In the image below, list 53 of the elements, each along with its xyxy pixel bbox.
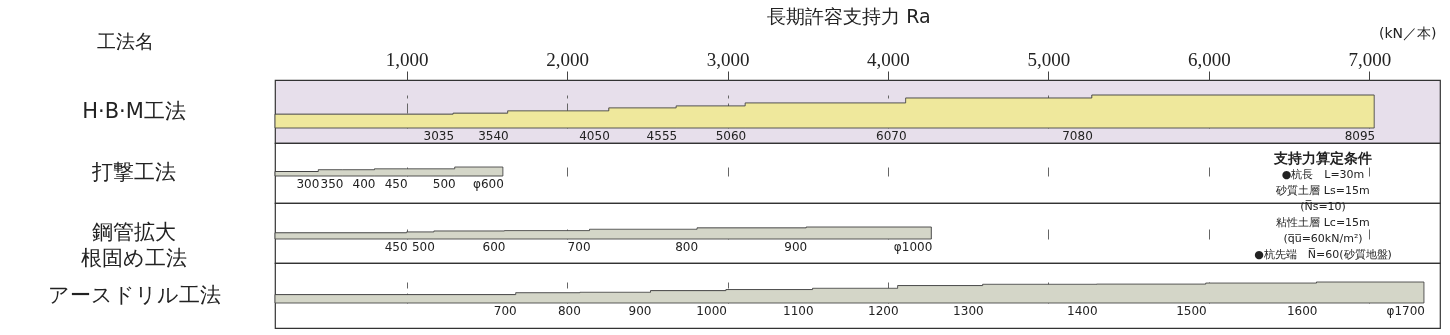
text: 600: [482, 240, 506, 254]
text: 支持力算定条件: [1273, 150, 1372, 166]
x-tick-label: 3,000: [706, 48, 750, 70]
y-axis-title: アースドリル工法: [47, 282, 221, 307]
text: 300: [296, 177, 320, 191]
annotation: ●杭長 L=30m: [1281, 168, 1365, 181]
text: ●杭先端 N̅=60(砂質地盤): [1254, 248, 1392, 261]
text: 3540: [478, 129, 509, 143]
x-tick-label: 6,000: [1188, 48, 1231, 70]
x-tick-label: 5,000: [1027, 48, 1071, 70]
text: 700: [493, 304, 517, 318]
x-axis-title: (kN／本): [1378, 24, 1437, 41]
text: 900: [628, 304, 652, 318]
text: 砂質土層 Ls=15m: [1275, 184, 1370, 197]
text: 4050: [579, 129, 610, 143]
text: (N̅s=10): [1300, 200, 1346, 213]
text: 1600: [1286, 304, 1318, 318]
x-tick-label: 7,000: [1348, 48, 1392, 70]
text: φ600: [473, 177, 504, 191]
y-axis-title: 打撃工法: [91, 160, 176, 184]
text: 1300: [953, 304, 984, 318]
annotation: (q̅u̅=60kN/m²): [1283, 232, 1363, 245]
y-axis-title: H·B·M工法: [82, 98, 186, 123]
x-tick-label: 2,000: [546, 48, 589, 70]
text: φ1700: [1386, 304, 1425, 318]
text: 450: [384, 177, 408, 191]
x-tick-label: 4,000: [867, 48, 910, 70]
text: 350: [320, 177, 344, 191]
text: 3035: [423, 129, 455, 143]
text: 500: [432, 177, 456, 191]
text: 1000: [696, 304, 727, 318]
text: 1500: [1176, 304, 1207, 318]
x-tick-label: 1,000: [385, 48, 429, 70]
chart-title: 長期許容支持力 Ra: [767, 5, 931, 27]
text: 1100: [783, 304, 814, 318]
text: 6070: [876, 129, 907, 143]
text: φ1000: [893, 240, 933, 254]
text: 1200: [868, 304, 899, 318]
text: 7080: [1062, 129, 1093, 143]
text: 450: [384, 240, 408, 254]
text: 8095: [1344, 129, 1376, 143]
text: 1400: [1067, 304, 1098, 318]
annotation: 粘性土層 Lc=15m: [1276, 216, 1370, 229]
text: 4555: [646, 129, 678, 143]
text: 500: [411, 240, 435, 254]
text: 900: [784, 240, 808, 254]
text: 800: [557, 304, 581, 318]
text: 400: [352, 177, 376, 191]
y-axis-title: 鋼管拡大根固め工法: [81, 220, 187, 270]
text: 800: [675, 240, 699, 254]
text: 700: [567, 240, 591, 254]
text: 工法名: [96, 30, 154, 52]
text: 5060: [715, 129, 747, 143]
